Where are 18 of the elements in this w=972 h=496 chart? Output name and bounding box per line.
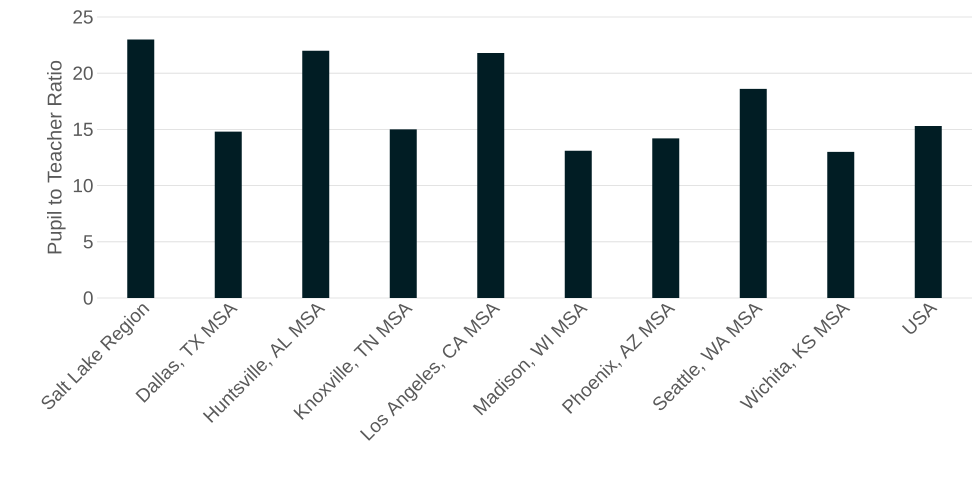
- bar: [564, 150, 592, 298]
- x-tick-label: USA: [902, 304, 938, 334]
- bar: [827, 152, 854, 298]
- y-tick-label: 20: [73, 66, 93, 80]
- y-tick-label: 10: [74, 178, 93, 192]
- y-axis-title: Pupil to Teacher Ratio: [47, 60, 66, 254]
- bar: [652, 138, 680, 298]
- bar: [302, 50, 330, 298]
- bar: [127, 39, 154, 298]
- y-tick-label: 0: [84, 291, 93, 305]
- bar: [914, 126, 942, 298]
- bar: [214, 132, 242, 298]
- bar: [477, 52, 504, 298]
- y-tick-label: 15: [74, 122, 93, 136]
- bar: [740, 88, 767, 298]
- bar: [390, 129, 417, 298]
- y-tick-label: 25: [73, 10, 93, 24]
- y-tick-label: 5: [84, 235, 93, 248]
